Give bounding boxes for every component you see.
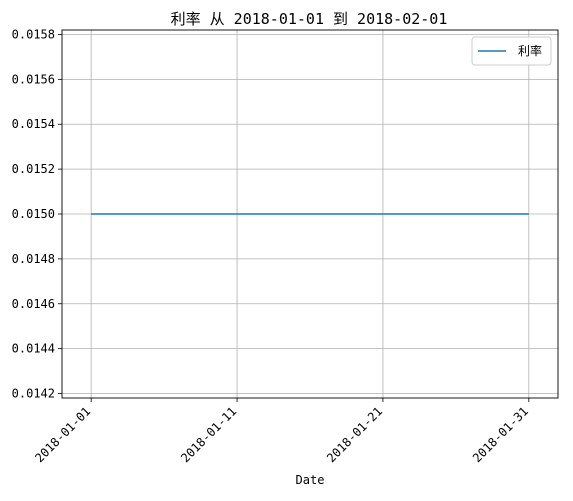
y-tick-label: 0.0150 <box>12 207 55 221</box>
y-tick-label: 0.0142 <box>12 387 55 401</box>
y-tick-label: 0.0148 <box>12 252 55 266</box>
legend-box <box>471 36 552 66</box>
y-tick-label: 0.0152 <box>12 162 55 176</box>
legend-label: 利率 <box>518 43 542 58</box>
x-axis: 2018-01-01 2018-01-11 2018-01-21 2018-01-31 <box>32 398 531 465</box>
y-axis: 0.0142 0.0144 0.0146 0.0148 0.0150 0.0152 0.01… <box>12 27 62 401</box>
y-tick-label: 0.0154 <box>12 117 55 131</box>
y-tick-label: 0.0156 <box>12 72 55 86</box>
x-tick-label: 2018-01-01 <box>32 404 93 465</box>
x-tick-label: 2018-01-11 <box>178 404 239 465</box>
x-axis-label: Date <box>296 473 325 487</box>
legend: 利率 <box>471 36 552 66</box>
y-tick-label: 0.0146 <box>12 297 55 311</box>
x-tick-label: 2018-01-31 <box>470 404 531 465</box>
y-tick-label: 0.0144 <box>12 342 55 356</box>
chart-title: 利率 从 2018-01-01 到 2018-02-01 <box>171 10 448 28</box>
x-tick-label: 2018-01-21 <box>324 404 385 465</box>
y-tick-label: 0.0158 <box>12 27 55 41</box>
